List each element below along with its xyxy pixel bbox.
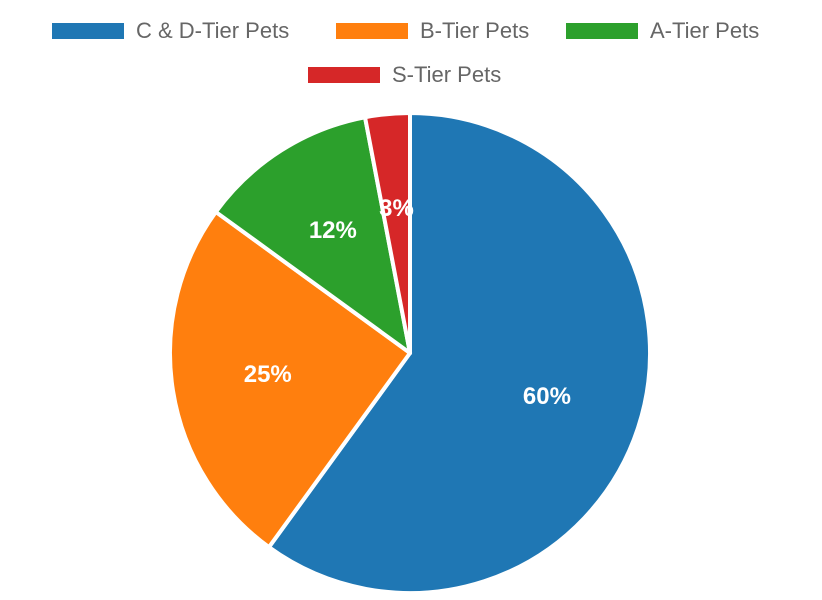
- legend-item-s-tier[interactable]: S-Tier Pets: [308, 64, 501, 86]
- legend-swatch-s-tier: [308, 67, 380, 83]
- legend-label-s-tier: S-Tier Pets: [392, 62, 502, 87]
- legend-swatch-a-tier: [566, 23, 638, 39]
- legend-label-b-tier: B-Tier Pets: [420, 18, 530, 43]
- legend-item-c-d-tier[interactable]: C & D-Tier Pets: [52, 20, 289, 42]
- pie-label-a-tier-pets: 12%: [309, 217, 357, 244]
- legend-item-b-tier[interactable]: B-Tier Pets: [336, 20, 529, 42]
- pie-label-s-tier-pets: 3%: [379, 195, 414, 222]
- legend-item-a-tier[interactable]: A-Tier Pets: [566, 20, 759, 42]
- legend-swatch-c-d-tier: [52, 23, 124, 39]
- pie-labels: 60% 25% 12% 3%: [244, 195, 571, 410]
- legend-swatch-b-tier: [336, 23, 408, 39]
- pie-label-b-tier-pets: 25%: [244, 361, 292, 388]
- pie-slice-c-d-tier-pets[interactable]: [266, 111, 652, 595]
- pie-slice-b-tier-pets[interactable]: [168, 209, 412, 550]
- pie-slice-a-tier-pets[interactable]: [213, 115, 412, 355]
- pie-slice-s-tier-pets[interactable]: [363, 111, 412, 355]
- pie-slices: [168, 111, 652, 595]
- legend-label-a-tier: A-Tier Pets: [650, 18, 760, 43]
- pie-label-c-d-tier-pets: 60%: [523, 383, 571, 410]
- chart-legend: C & D-Tier Pets B-Tier Pets A-Tier Pets …: [0, 0, 822, 100]
- legend-label-c-d-tier: C & D-Tier Pets: [136, 18, 290, 43]
